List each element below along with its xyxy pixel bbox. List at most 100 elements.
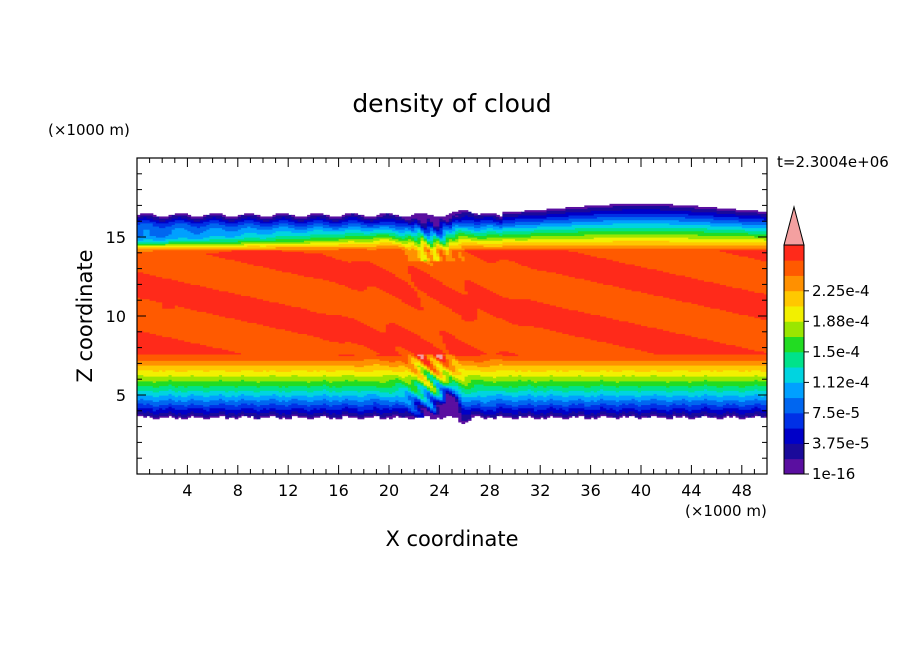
density-cell bbox=[137, 216, 144, 219]
density-cell bbox=[423, 402, 428, 406]
density-cell bbox=[458, 338, 592, 341]
density-cell bbox=[436, 298, 532, 301]
density-cell bbox=[329, 395, 333, 398]
density-cell bbox=[395, 346, 403, 349]
density-cell bbox=[395, 224, 415, 227]
density-cell bbox=[310, 237, 374, 240]
density-cell bbox=[480, 395, 488, 398]
density-cell bbox=[461, 421, 466, 425]
density-cell bbox=[285, 415, 292, 418]
density-cell bbox=[726, 284, 767, 287]
density-cell bbox=[275, 410, 292, 413]
density-cell bbox=[461, 398, 497, 401]
density-cell bbox=[650, 374, 658, 377]
density-cell bbox=[590, 338, 708, 341]
density-cell bbox=[307, 395, 314, 398]
density-cell bbox=[218, 314, 343, 317]
density-cell bbox=[436, 409, 440, 412]
density-cell bbox=[212, 312, 327, 316]
density-cell bbox=[313, 229, 324, 232]
density-cell bbox=[688, 409, 692, 412]
density-cell bbox=[326, 214, 330, 218]
density-cell bbox=[184, 306, 302, 309]
density-cell bbox=[455, 235, 459, 238]
density-cell bbox=[477, 390, 507, 393]
density-cell bbox=[669, 385, 689, 388]
density-cell bbox=[240, 233, 311, 237]
density-cell bbox=[137, 314, 220, 317]
density-cell bbox=[137, 300, 157, 303]
density-cell bbox=[326, 379, 346, 382]
density-cell bbox=[433, 262, 519, 265]
density-cell bbox=[206, 344, 365, 347]
density-cell bbox=[417, 357, 422, 360]
density-cell bbox=[149, 229, 173, 232]
density-cell bbox=[310, 380, 330, 383]
density-cell bbox=[426, 407, 431, 410]
density-cell bbox=[389, 270, 409, 273]
density-cell bbox=[137, 390, 154, 393]
density-cell bbox=[237, 390, 255, 393]
density-cell bbox=[411, 274, 431, 278]
density-cell bbox=[329, 399, 333, 402]
density-cell bbox=[436, 254, 440, 257]
density-cell bbox=[423, 251, 428, 254]
density-cell bbox=[496, 409, 535, 412]
density-cell bbox=[177, 237, 188, 240]
density-cell bbox=[256, 297, 400, 300]
density-cell bbox=[137, 230, 144, 233]
density-cell bbox=[584, 417, 592, 420]
density-cell bbox=[414, 364, 418, 368]
density-cell bbox=[398, 377, 418, 380]
density-cell bbox=[354, 379, 359, 382]
density-cell bbox=[722, 404, 740, 407]
density-cell bbox=[171, 413, 192, 417]
density-cell bbox=[420, 238, 425, 241]
density-cell bbox=[225, 221, 239, 224]
density-cell bbox=[445, 353, 453, 357]
density-cell bbox=[442, 246, 450, 249]
density-cell bbox=[502, 227, 576, 230]
density-cell bbox=[363, 322, 390, 325]
density-cell bbox=[411, 357, 415, 360]
density-cell bbox=[168, 379, 173, 382]
density-cell bbox=[486, 395, 513, 398]
density-cell bbox=[568, 412, 585, 415]
density-cell bbox=[452, 287, 466, 290]
density-cell bbox=[389, 213, 393, 216]
density-cell bbox=[266, 237, 311, 240]
density-cell bbox=[537, 404, 563, 407]
density-cell bbox=[348, 225, 362, 229]
density-cell bbox=[420, 407, 428, 410]
density-cell bbox=[429, 243, 434, 246]
density-cell bbox=[527, 388, 532, 391]
density-cell bbox=[411, 409, 418, 412]
density-cell bbox=[549, 393, 554, 396]
density-cell bbox=[713, 214, 762, 218]
density-cell bbox=[741, 222, 767, 225]
density-cell bbox=[379, 390, 396, 393]
density-cell bbox=[533, 412, 541, 415]
density-cell bbox=[256, 385, 261, 388]
density-cell bbox=[448, 382, 459, 385]
density-cell bbox=[458, 360, 475, 363]
density-cell bbox=[414, 225, 422, 229]
density-cell bbox=[200, 219, 211, 222]
density-cell bbox=[417, 364, 422, 368]
density-cell bbox=[492, 216, 500, 219]
density-cell bbox=[461, 244, 485, 248]
density-cell bbox=[480, 219, 494, 222]
density-cell bbox=[464, 341, 607, 344]
density-cell bbox=[439, 382, 444, 385]
density-cell bbox=[420, 268, 538, 271]
density-cell bbox=[137, 357, 409, 360]
density-cell bbox=[445, 255, 453, 259]
density-cell bbox=[407, 369, 412, 372]
density-cell bbox=[143, 374, 170, 377]
density-cell bbox=[637, 409, 642, 412]
density-cell bbox=[603, 388, 705, 391]
density-cell bbox=[404, 233, 412, 237]
density-cell bbox=[719, 341, 767, 344]
density-cell bbox=[341, 224, 368, 227]
density-cell bbox=[278, 225, 289, 229]
